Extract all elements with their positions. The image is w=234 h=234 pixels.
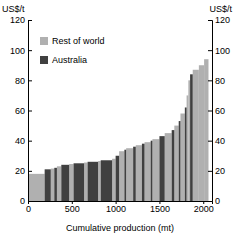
tick-mark bbox=[208, 141, 212, 142]
tick-label: 0 bbox=[20, 196, 25, 206]
bar bbox=[187, 95, 189, 201]
tick-label: 60 bbox=[15, 106, 25, 116]
y-axis-right-line bbox=[208, 21, 213, 202]
tick: 100 bbox=[10, 46, 32, 56]
tick-mark bbox=[208, 111, 212, 112]
bar bbox=[188, 80, 190, 201]
tick: 100 bbox=[208, 46, 230, 56]
bar bbox=[69, 164, 73, 201]
tick: 40 bbox=[208, 136, 225, 146]
tick-label: 60 bbox=[215, 106, 225, 116]
tick: 60 bbox=[208, 106, 225, 116]
tick-mark bbox=[28, 50, 32, 51]
bar bbox=[45, 169, 51, 201]
bar bbox=[172, 130, 175, 201]
bar bbox=[124, 150, 126, 201]
tick-mark bbox=[28, 80, 32, 81]
tick-label: 0 bbox=[26, 204, 31, 214]
bar bbox=[180, 114, 184, 201]
tick: 60 bbox=[15, 106, 32, 116]
tick: 80 bbox=[208, 76, 225, 86]
bar bbox=[54, 168, 57, 201]
tick: 80 bbox=[15, 76, 32, 86]
tick-label: 20 bbox=[15, 166, 25, 176]
tick-label: 0 bbox=[215, 196, 220, 206]
tick-label: 1000 bbox=[106, 204, 126, 214]
legend-label: Australia bbox=[52, 55, 87, 65]
tick-mark bbox=[208, 50, 212, 51]
bar bbox=[119, 151, 124, 201]
bar bbox=[126, 148, 133, 201]
bar bbox=[61, 165, 69, 201]
tick-mark bbox=[28, 111, 32, 112]
tick: 2000 bbox=[194, 201, 214, 214]
tick: 120 bbox=[10, 15, 32, 25]
bar bbox=[88, 162, 99, 201]
tick: 40 bbox=[15, 136, 32, 146]
bar bbox=[74, 163, 85, 201]
x-axis-title: Cumulative production (mt) bbox=[66, 223, 174, 233]
y-axis-right: 0 20 40 60 80 100 120 bbox=[208, 15, 230, 206]
tick: 1500 bbox=[150, 201, 170, 214]
y-axis-title: US$/t bbox=[209, 4, 232, 14]
bar bbox=[174, 126, 178, 201]
bar bbox=[51, 169, 55, 201]
bar bbox=[145, 142, 151, 201]
bar bbox=[133, 147, 136, 201]
bar bbox=[152, 139, 159, 201]
legend-swatch bbox=[40, 56, 48, 64]
bar bbox=[142, 144, 145, 201]
tick: 20 bbox=[15, 166, 32, 176]
bar bbox=[101, 160, 112, 201]
bar bbox=[165, 133, 172, 201]
bar bbox=[28, 174, 45, 201]
tick: 20 bbox=[208, 166, 225, 176]
tick-label: 120 bbox=[215, 15, 230, 25]
bar bbox=[116, 156, 120, 201]
bar bbox=[204, 59, 208, 201]
bar bbox=[57, 166, 61, 201]
tick: 1000 bbox=[106, 201, 126, 214]
tick: 120 bbox=[208, 15, 230, 25]
bar bbox=[84, 163, 88, 201]
tick-label: 40 bbox=[15, 136, 25, 146]
tick: 0 bbox=[26, 201, 31, 214]
tick-label: 120 bbox=[10, 15, 25, 25]
x-axis: 0 500 1000 1500 2000 bbox=[26, 201, 214, 214]
bar bbox=[151, 141, 153, 201]
bar bbox=[179, 121, 181, 201]
tick-label: 500 bbox=[65, 204, 80, 214]
bar bbox=[136, 145, 142, 201]
y-axis-title: US$/t bbox=[2, 4, 25, 14]
tick: 500 bbox=[65, 201, 80, 214]
tick-label: 80 bbox=[215, 76, 225, 86]
tick-mark bbox=[28, 171, 32, 172]
bar bbox=[98, 161, 101, 201]
y-axis-left-line bbox=[29, 21, 33, 202]
tick-mark bbox=[28, 141, 32, 142]
tick-label: 1500 bbox=[150, 204, 170, 214]
bar bbox=[185, 107, 187, 201]
tick-label: 40 bbox=[215, 136, 225, 146]
bar bbox=[159, 136, 164, 201]
bar bbox=[190, 74, 193, 201]
y-axis-left: 0 20 40 60 80 100 120 bbox=[10, 15, 32, 206]
legend-label: Rest of world bbox=[52, 36, 105, 46]
tick-mark bbox=[208, 171, 212, 172]
tick-mark bbox=[208, 80, 212, 81]
legend-swatch bbox=[40, 37, 48, 45]
bars bbox=[28, 59, 208, 201]
tick-label: 100 bbox=[215, 46, 230, 56]
tick-mark bbox=[208, 20, 212, 21]
tick-label: 20 bbox=[215, 166, 225, 176]
tick-label: 2000 bbox=[194, 204, 214, 214]
bar bbox=[193, 70, 199, 201]
tick-mark bbox=[28, 20, 32, 21]
bar bbox=[199, 65, 204, 201]
chart: 0 20 40 60 80 100 120 0 20 40 60 80 100 120 0 500 1000 15… bbox=[0, 0, 234, 234]
tick-label: 80 bbox=[15, 76, 25, 86]
legend: Rest of world Australia bbox=[40, 36, 105, 65]
tick-label: 100 bbox=[10, 46, 25, 56]
bar bbox=[112, 159, 116, 201]
